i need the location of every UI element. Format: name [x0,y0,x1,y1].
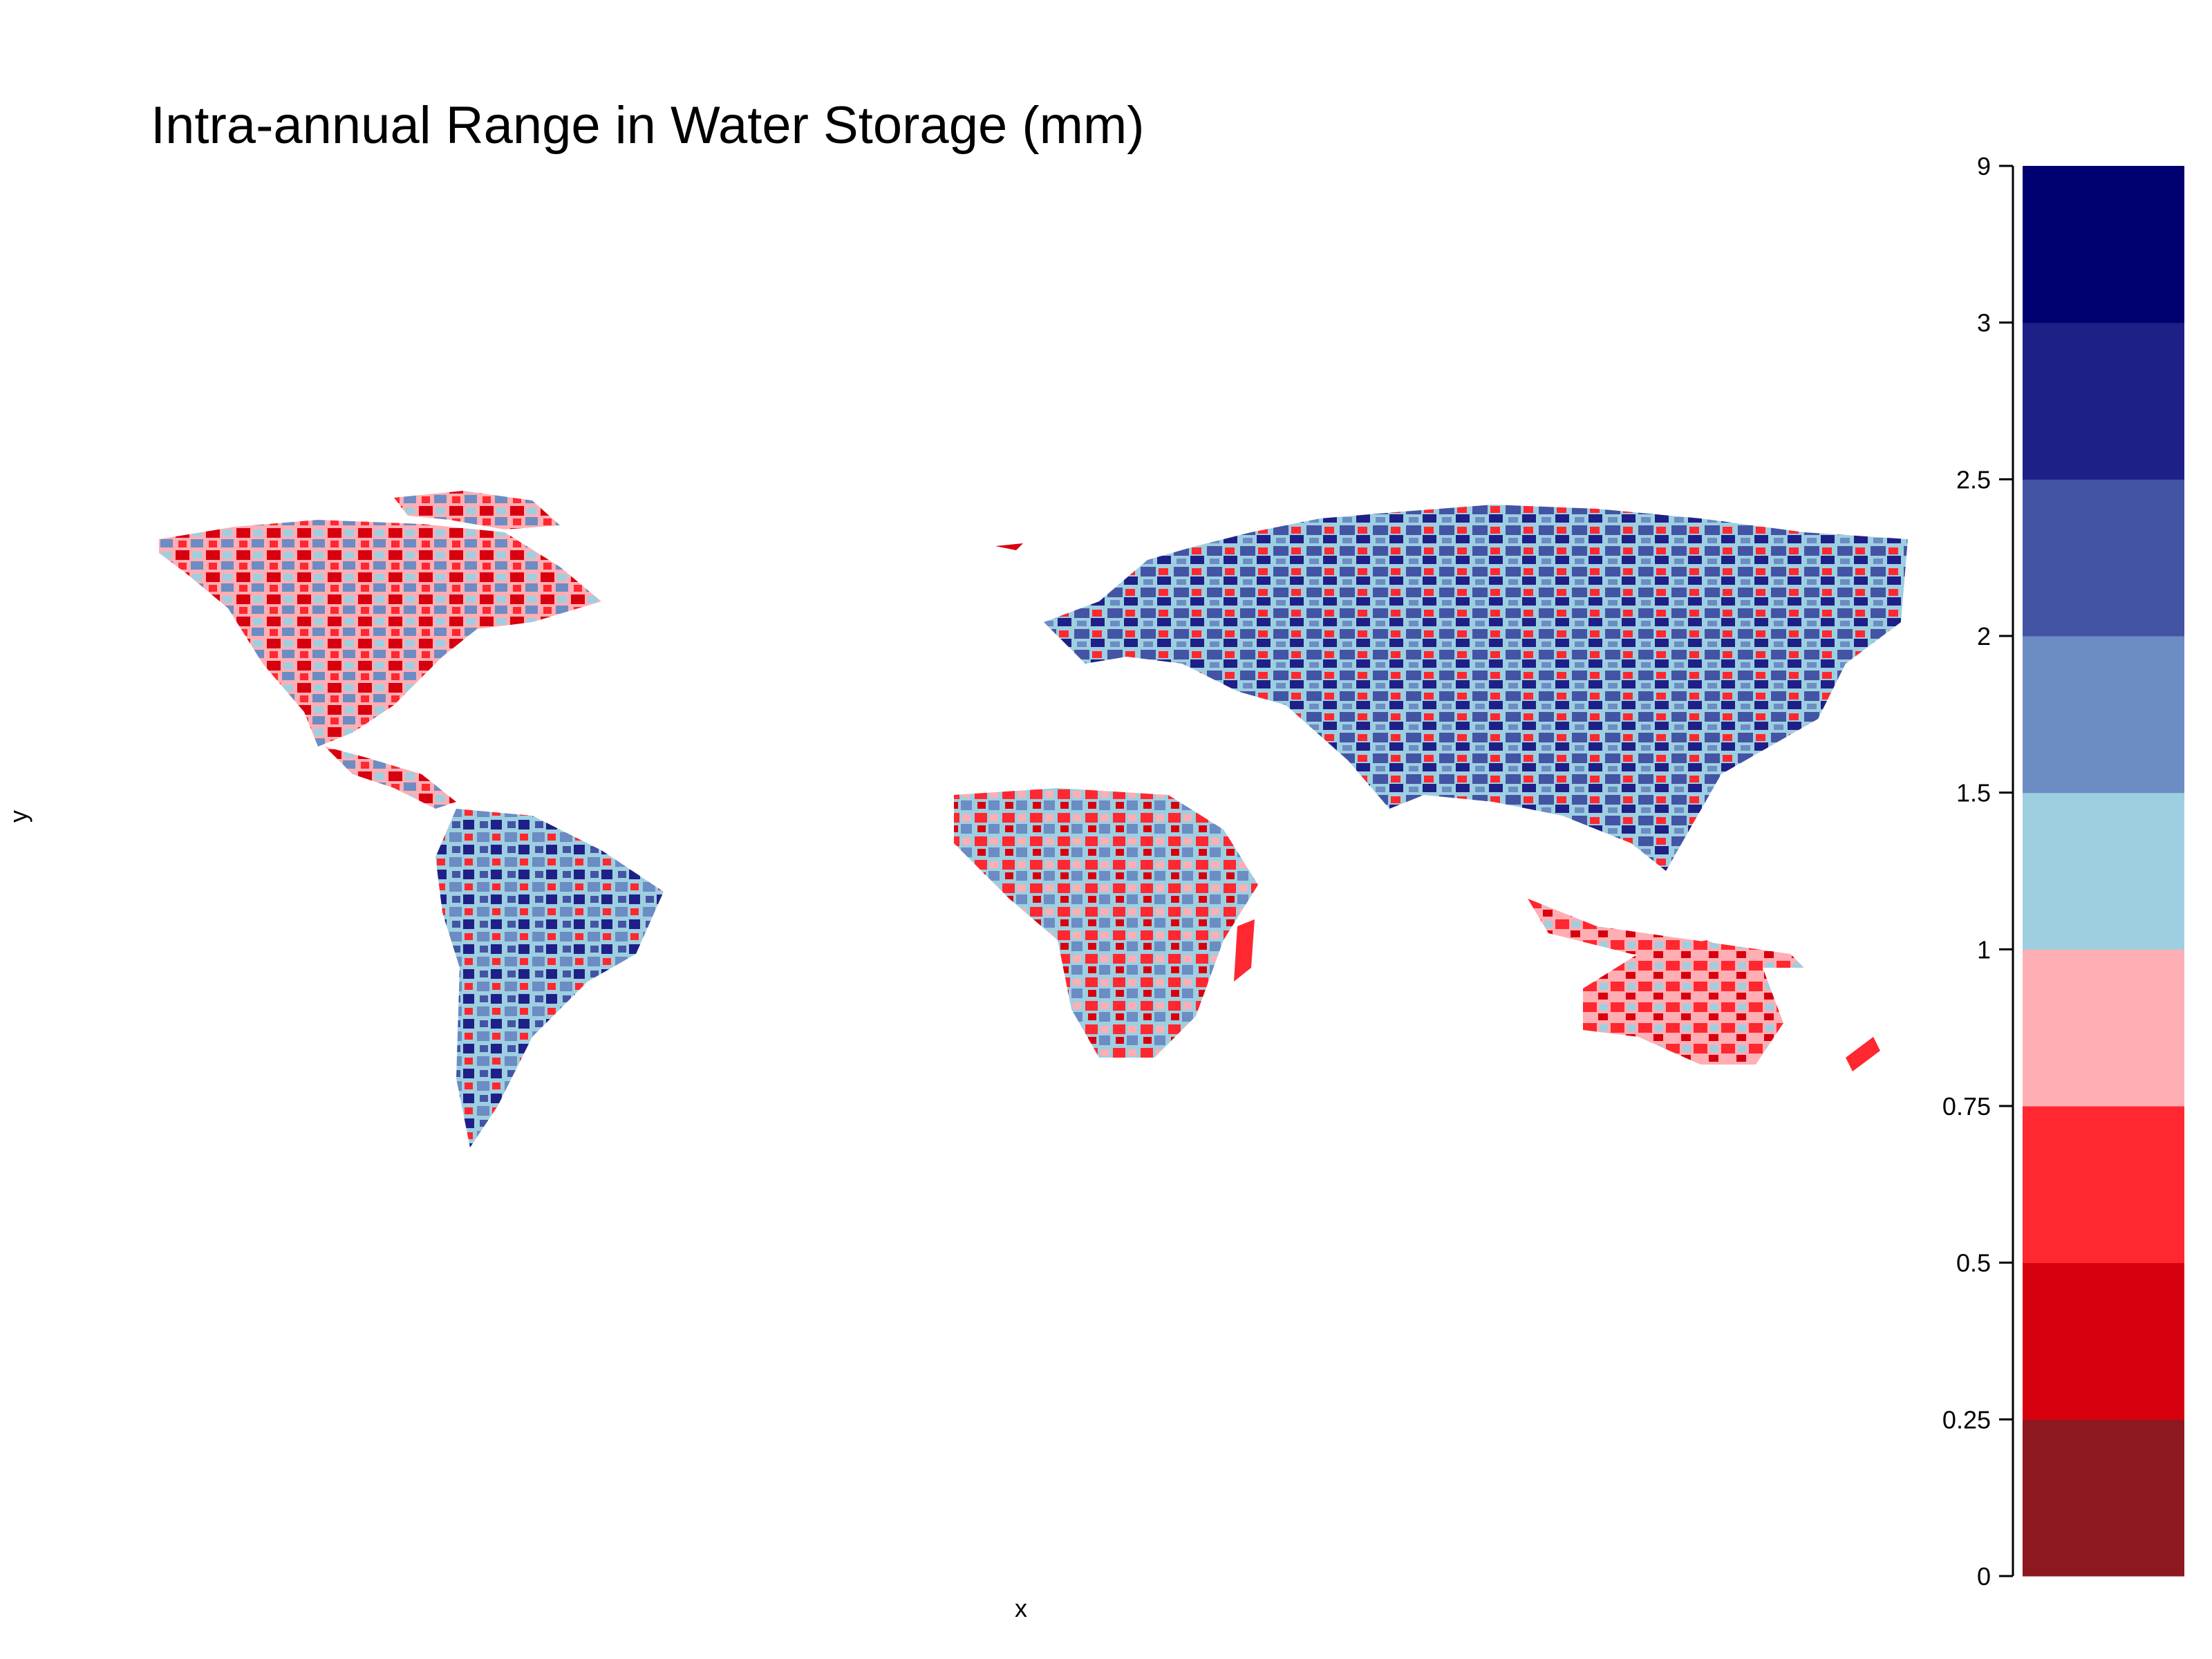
region-madagascar [1234,919,1255,982]
region-arctic-islands [394,491,560,529]
legend-bin-4 [2023,792,2184,950]
region-southeast-asia [1528,899,1804,968]
y-axis-label: y [4,810,32,823]
x-axis-label: x [1015,1594,1027,1622]
legend-bin-7 [2023,322,2184,480]
legend-tick-label: 2.5 [1956,465,1991,494]
world-map [159,491,1908,1147]
legend-tick-label: 3 [1977,309,1991,337]
region-eurasia [1044,505,1908,871]
color-legend: 0 0.25 0.5 0.75 1 1.5 2 2.5 3 9 [1942,152,2184,1590]
chart-title: Intra-annual Range in Water Storage (mm) [151,96,1145,155]
region-greenland-edge [995,543,1023,550]
region-africa [954,788,1258,1058]
legend-bin-1 [2023,1262,2184,1420]
legend-tick-label: 0.5 [1956,1249,1991,1277]
legend-bin-5 [2023,636,2184,794]
legend-tick-label: 9 [1977,152,1991,180]
legend-tick-label: 0.25 [1942,1405,1991,1434]
region-australia [1583,940,1783,1065]
legend-tick-label: 2 [1977,622,1991,650]
legend-tick-label: 1 [1977,935,1991,964]
legend-bin-3 [2023,949,2184,1107]
region-new-zealand [1846,1037,1880,1071]
legend-bin-2 [2023,1106,2184,1264]
legend-bin-0 [2023,1419,2184,1577]
legend-tick-label: 0 [1977,1562,1991,1590]
region-south-america [435,809,664,1147]
region-north-america [159,520,601,747]
legend-tick-label: 1.5 [1956,779,1991,807]
region-central-america [325,747,456,809]
legend-tick-label: 0.75 [1942,1092,1991,1121]
legend-bin-6 [2023,479,2184,637]
legend-bin-8 [2023,166,2184,324]
